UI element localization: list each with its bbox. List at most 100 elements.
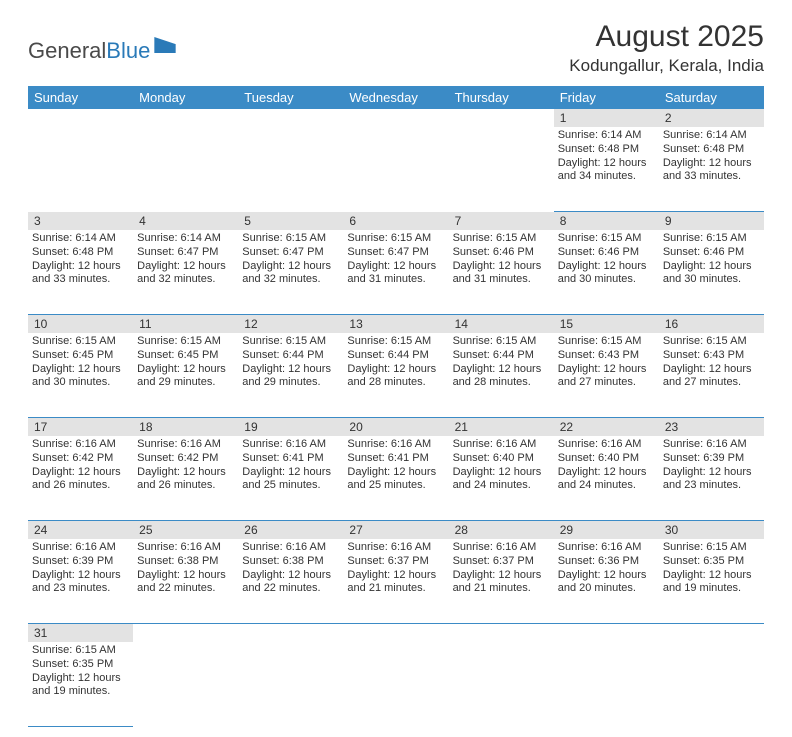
day-details: Sunrise: 6:15 AMSunset: 6:44 PMDaylight:… — [347, 335, 444, 390]
location: Kodungallur, Kerala, India — [569, 56, 764, 76]
sunrise: Sunrise: 6:16 AM — [663, 438, 760, 452]
day-cell: Sunrise: 6:15 AMSunset: 6:44 PMDaylight:… — [343, 333, 448, 418]
sunset: Sunset: 6:46 PM — [663, 246, 760, 260]
day-number — [449, 624, 554, 643]
day-cell: Sunrise: 6:16 AMSunset: 6:42 PMDaylight:… — [133, 436, 238, 521]
daylight-line1: Daylight: 12 hours — [663, 363, 760, 377]
daylight-line1: Daylight: 12 hours — [347, 569, 444, 583]
sunset: Sunset: 6:36 PM — [558, 555, 655, 569]
day-number — [133, 624, 238, 643]
daylight-line2: and 23 minutes. — [663, 479, 760, 493]
day-number: 5 — [238, 212, 343, 231]
daylight-line1: Daylight: 12 hours — [663, 157, 760, 171]
daynum-row: 3456789 — [28, 212, 764, 231]
week-row: Sunrise: 6:14 AM Sunset: 6:48 PM Daylight:… — [28, 127, 764, 212]
daylight-line2: and 27 minutes. — [558, 376, 655, 390]
daynum-row: 24252627282930 — [28, 521, 764, 540]
day-cell: Sunrise: 6:15 AMSunset: 6:46 PMDaylight:… — [449, 230, 554, 315]
day-cell — [343, 642, 448, 727]
daynum-row: 31 — [28, 624, 764, 643]
sunrise: Sunrise: 6:15 AM — [453, 232, 550, 246]
day-details: Sunrise: 6:16 AMSunset: 6:38 PMDaylight:… — [242, 541, 339, 596]
day-cell: Sunrise: 6:16 AMSunset: 6:40 PMDaylight:… — [449, 436, 554, 521]
daylight-line2: and 20 minutes. — [558, 582, 655, 596]
daylight-line1: Daylight: 12 hours — [32, 672, 129, 686]
daylight-line2: and 28 minutes. — [453, 376, 550, 390]
day-details: Sunrise: 6:15 AMSunset: 6:35 PMDaylight:… — [663, 541, 760, 596]
sunset: Sunset: 6:39 PM — [663, 452, 760, 466]
sunset: Sunset: 6:44 PM — [347, 349, 444, 363]
day-number: 21 — [449, 418, 554, 437]
sunrise: Sunrise: 6:16 AM — [32, 438, 129, 452]
day-number: 28 — [449, 521, 554, 540]
sunrise: Sunrise: 6:15 AM — [347, 335, 444, 349]
day-details: Sunrise: 6:15 AMSunset: 6:47 PMDaylight:… — [242, 232, 339, 287]
day-details: Sunrise: 6:16 AMSunset: 6:40 PMDaylight:… — [558, 438, 655, 493]
daylight-line1: Daylight: 12 hours — [453, 363, 550, 377]
day-details: Sunrise: 6:15 AMSunset: 6:46 PMDaylight:… — [663, 232, 760, 287]
daylight-line2: and 26 minutes. — [137, 479, 234, 493]
sunset: Sunset: 6:46 PM — [453, 246, 550, 260]
daynum-row: 17181920212223 — [28, 418, 764, 437]
daylight-line1: Daylight: 12 hours — [32, 363, 129, 377]
sunrise: Sunrise: 6:16 AM — [453, 541, 550, 555]
week-row: Sunrise: 6:14 AMSunset: 6:48 PMDaylight:… — [28, 230, 764, 315]
daylight-line2: and 31 minutes. — [453, 273, 550, 287]
daylight-line1: Daylight: 12 hours — [347, 466, 444, 480]
day-details: Sunrise: 6:15 AMSunset: 6:44 PMDaylight:… — [453, 335, 550, 390]
daylight-line2: and 31 minutes. — [347, 273, 444, 287]
day-number: 13 — [343, 315, 448, 334]
sunset: Sunset: 6:42 PM — [32, 452, 129, 466]
sunset: Sunset: 6:48 PM — [558, 143, 655, 157]
day-header-row: SundayMondayTuesdayWednesdayThursdayFrid… — [28, 86, 764, 109]
day-details: Sunrise: 6:16 AMSunset: 6:42 PMDaylight:… — [137, 438, 234, 493]
day-cell: Sunrise: 6:15 AMSunset: 6:46 PMDaylight:… — [554, 230, 659, 315]
day-number: 23 — [659, 418, 764, 437]
daylight-line1: Daylight: 12 hours — [32, 569, 129, 583]
day-cell: Sunrise: 6:15 AMSunset: 6:45 PMDaylight:… — [28, 333, 133, 418]
day-number: 31 — [28, 624, 133, 643]
day-cell: Sunrise: 6:16 AMSunset: 6:37 PMDaylight:… — [449, 539, 554, 624]
daylight-line2: and 28 minutes. — [347, 376, 444, 390]
day-number: 7 — [449, 212, 554, 231]
day-cell: Sunrise: 6:14 AMSunset: 6:47 PMDaylight:… — [133, 230, 238, 315]
day-details: Sunrise: 6:14 AMSunset: 6:47 PMDaylight:… — [137, 232, 234, 287]
sunrise: Sunrise: 6:14 AM — [663, 129, 760, 143]
day-header: Monday — [133, 86, 238, 109]
sunset: Sunset: 6:46 PM — [558, 246, 655, 260]
calendar-body: 12Sunrise: 6:14 AMSunset: 6:48 PMDayligh… — [28, 109, 764, 727]
day-cell — [343, 127, 448, 212]
day-header: Thursday — [449, 86, 554, 109]
day-details: Sunrise: 6:16 AMSunset: 6:38 PMDaylight:… — [137, 541, 234, 596]
daylight-line2: and 30 minutes. — [32, 376, 129, 390]
daylight-line1: Daylight: 12 hours — [558, 569, 655, 583]
sunset: Sunset: 6:45 PM — [32, 349, 129, 363]
day-details: Sunrise: 6:16 AMSunset: 6:37 PMDaylight:… — [453, 541, 550, 596]
day-number: 18 — [133, 418, 238, 437]
day-number: 27 — [343, 521, 448, 540]
week-row: Sunrise: 6:16 AMSunset: 6:42 PMDaylight:… — [28, 436, 764, 521]
daylight-line2: and 19 minutes. — [663, 582, 760, 596]
day-cell: Sunrise: 6:15 AMSunset: 6:46 PMDaylight:… — [659, 230, 764, 315]
sunrise: Sunrise: 6:15 AM — [453, 335, 550, 349]
day-details: Sunrise: 6:15 AMSunset: 6:43 PMDaylight:… — [558, 335, 655, 390]
day-details: Sunrise: 6:15 AMSunset: 6:45 PMDaylight:… — [137, 335, 234, 390]
day-number — [28, 109, 133, 127]
day-cell — [449, 127, 554, 212]
day-header: Saturday — [659, 86, 764, 109]
sunrise: Sunrise: 6:16 AM — [347, 438, 444, 452]
day-number: 19 — [238, 418, 343, 437]
day-cell — [28, 127, 133, 212]
daylight-line2: and 34 minutes. — [558, 170, 655, 184]
title-block: August 2025 Kodungallur, Kerala, India — [569, 20, 764, 76]
sunrise: Sunrise: 6:16 AM — [242, 541, 339, 555]
day-cell: Sunrise: 6:16 AMSunset: 6:38 PMDaylight:… — [238, 539, 343, 624]
day-number: 11 — [133, 315, 238, 334]
day-number — [449, 109, 554, 127]
day-number: 4 — [133, 212, 238, 231]
sunrise: Sunrise: 6:15 AM — [558, 335, 655, 349]
day-cell: Sunrise: 6:15 AMSunset: 6:43 PMDaylight:… — [554, 333, 659, 418]
daylight-line1: Daylight: 12 hours — [558, 260, 655, 274]
daylight-line1: Daylight: 12 hours — [453, 569, 550, 583]
day-cell: Sunrise: 6:15 AMSunset: 6:44 PMDaylight:… — [238, 333, 343, 418]
